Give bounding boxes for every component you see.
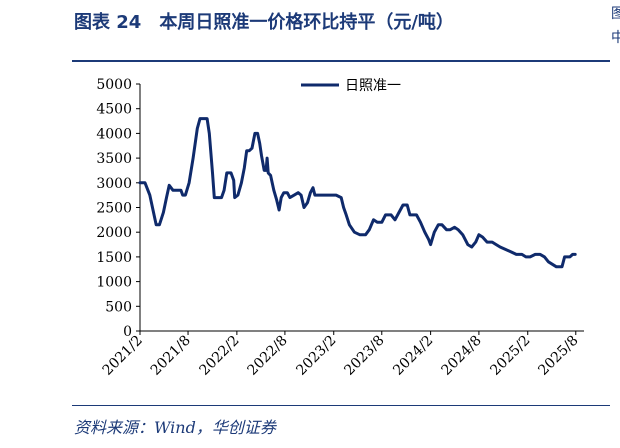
x-axis: 2021/2 2021/8 2022/2 2022/8 2023/2 2023/8 2024… [100,330,584,379]
legend: 日照准一 [301,78,401,94]
x-tick-label: 2025/8 [535,333,581,379]
x-tick-label: 2021/8 [148,333,194,379]
x-tick-label: 2022/8 [245,333,291,379]
x-tick-label: 2023/2 [293,333,339,379]
y-tick-label: 3500 [96,151,132,167]
x-tick-label: 2022/2 [197,333,243,379]
figure-title: 图表 24 本周日照准一价格环比持平（元/吨） [74,12,454,33]
y-tick-label: 1500 [96,250,132,266]
y-tick-label: 3000 [96,176,132,192]
series-line [138,117,577,269]
plot-area [138,117,577,269]
clipped-edge-text: 中 [611,30,620,46]
bottom-divider [72,405,610,406]
y-tick-label: 4000 [96,126,132,142]
clipped-edge-text: 图 [611,6,620,22]
x-tick-label: 2024/2 [390,333,436,379]
y-tick-label: 2500 [96,201,132,217]
top-divider [72,60,610,62]
source-note: 资料来源：Wind，华创证券 [74,418,276,437]
y-tick-label: 500 [105,299,132,315]
y-axis: 0 500 1000 1500 2000 2500 3000 3500 4000 4500 5000 [96,77,141,340]
y-tick-label: 1000 [96,275,132,291]
x-tick-label: 2023/8 [341,333,387,379]
x-tick-label: 2025/2 [487,333,533,379]
y-tick-label: 4500 [96,102,132,118]
y-tick-label: 2000 [96,225,132,241]
legend-label: 日照准一 [345,78,401,94]
y-tick-label: 0 [123,324,132,340]
y-tick-label: 5000 [96,77,132,93]
x-tick-label: 2024/8 [439,333,485,379]
